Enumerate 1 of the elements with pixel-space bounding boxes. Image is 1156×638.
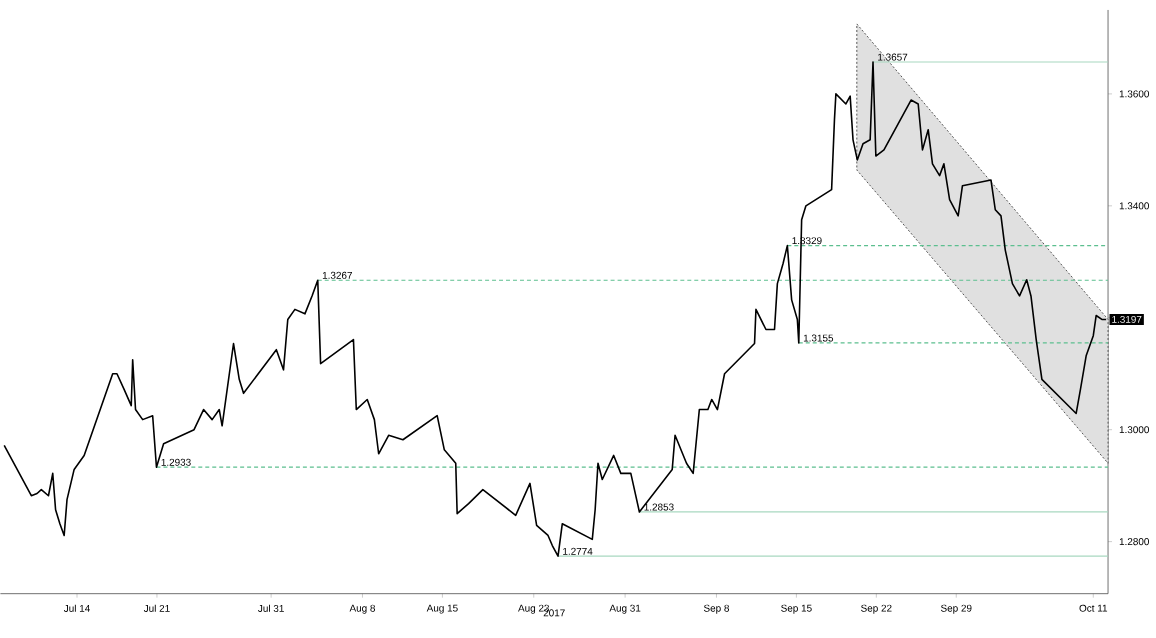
line-series (3, 61, 1107, 558)
